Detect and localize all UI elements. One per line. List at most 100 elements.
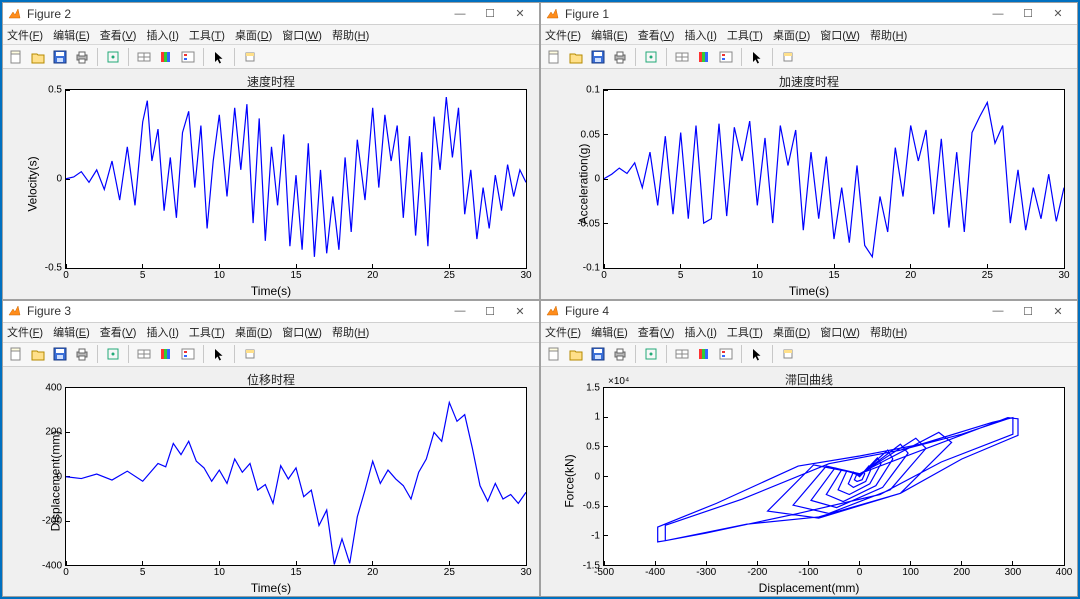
menu-item[interactable]: 文件(F) [7, 324, 43, 340]
brush-icon[interactable] [240, 47, 260, 67]
new-icon[interactable] [544, 344, 564, 364]
legend-icon[interactable] [178, 344, 198, 364]
y-tick-label: 0.5 [48, 85, 66, 96]
menu-item[interactable]: 编辑(E) [591, 27, 628, 43]
menu-item[interactable]: 编辑(E) [591, 324, 628, 340]
colorbar-icon[interactable] [156, 47, 176, 67]
new-icon[interactable] [6, 47, 26, 67]
menubar: 文件(F) 编辑(E) 查看(V) 插入(I) 工具(T) 桌面(D) 窗口(W) 帮助(H) [3, 323, 539, 343]
menu-item[interactable]: 桌面(D) [235, 324, 272, 340]
menu-item[interactable]: 查看(V) [100, 27, 137, 43]
data-link-icon[interactable] [672, 47, 692, 67]
menu-item[interactable]: 编辑(E) [53, 27, 90, 43]
open-icon[interactable] [28, 344, 48, 364]
x-axis-label: Time(s) [3, 581, 539, 595]
print-icon[interactable] [72, 47, 92, 67]
menu-item[interactable]: 桌面(D) [773, 324, 810, 340]
axes[interactable]: -1.5-1-0.500.511.5-500-400-300-200-10001… [603, 387, 1065, 567]
x-tick-label: 15 [290, 268, 301, 281]
menu-item[interactable]: 工具(T) [189, 324, 225, 340]
x-tick-label: -400 [645, 565, 665, 578]
print-icon[interactable] [610, 47, 630, 67]
brush-icon[interactable] [778, 344, 798, 364]
brush-icon[interactable] [778, 47, 798, 67]
open-icon[interactable] [566, 47, 586, 67]
maximize-button[interactable]: ☐ [475, 302, 505, 320]
pointer-icon[interactable] [209, 47, 229, 67]
new-icon[interactable] [544, 47, 564, 67]
legend-icon[interactable] [716, 344, 736, 364]
menu-item[interactable]: 编辑(E) [53, 324, 90, 340]
maximize-button[interactable]: ☐ [1013, 302, 1043, 320]
y-tick-label: 0.1 [586, 85, 604, 96]
close-button[interactable]: ✕ [505, 5, 535, 23]
save-icon[interactable] [588, 344, 608, 364]
close-button[interactable]: ✕ [505, 302, 535, 320]
menu-item[interactable]: 桌面(D) [235, 27, 272, 43]
close-button[interactable]: ✕ [1043, 5, 1073, 23]
menu-item[interactable]: 帮助(H) [332, 324, 369, 340]
minimize-button[interactable]: — [445, 5, 475, 23]
menu-item[interactable]: 文件(F) [7, 27, 43, 43]
menu-item[interactable]: 文件(F) [545, 27, 581, 43]
x-tick-label: 200 [953, 565, 970, 578]
colorbar-icon[interactable] [694, 344, 714, 364]
menu-item[interactable]: 查看(V) [100, 324, 137, 340]
minimize-button[interactable]: — [983, 5, 1013, 23]
data-cursor-icon[interactable] [103, 344, 123, 364]
menu-item[interactable]: 工具(T) [727, 27, 763, 43]
open-icon[interactable] [566, 344, 586, 364]
data-link-icon[interactable] [672, 344, 692, 364]
legend-icon[interactable] [716, 47, 736, 67]
plot-area: 速度时程Velocity(s)Time(s)-0.500.50510152025… [3, 69, 539, 299]
data-cursor-icon[interactable] [641, 47, 661, 67]
pointer-icon[interactable] [747, 344, 767, 364]
save-icon[interactable] [50, 47, 70, 67]
data-cursor-icon[interactable] [641, 344, 661, 364]
menu-item[interactable]: 查看(V) [638, 27, 675, 43]
menu-item[interactable]: 桌面(D) [773, 27, 810, 43]
menu-item[interactable]: 插入(I) [146, 27, 178, 43]
data-link-icon[interactable] [134, 344, 154, 364]
close-button[interactable]: ✕ [1043, 302, 1073, 320]
new-icon[interactable] [6, 344, 26, 364]
menu-item[interactable]: 插入(I) [684, 27, 716, 43]
menu-item[interactable]: 窗口(W) [282, 27, 322, 43]
minimize-button[interactable]: — [445, 302, 475, 320]
axes[interactable]: -0.500.5051015202530 [65, 89, 527, 269]
print-icon[interactable] [610, 344, 630, 364]
menu-item[interactable]: 工具(T) [189, 27, 225, 43]
menu-item[interactable]: 窗口(W) [282, 324, 322, 340]
x-tick-label: 5 [140, 565, 146, 578]
data-cursor-icon[interactable] [103, 47, 123, 67]
menu-item[interactable]: 插入(I) [684, 324, 716, 340]
colorbar-icon[interactable] [694, 47, 714, 67]
menu-item[interactable]: 帮助(H) [870, 27, 907, 43]
menu-item[interactable]: 工具(T) [727, 324, 763, 340]
save-icon[interactable] [588, 47, 608, 67]
menu-item[interactable]: 窗口(W) [820, 324, 860, 340]
minimize-button[interactable]: — [983, 302, 1013, 320]
print-icon[interactable] [72, 344, 92, 364]
menu-item[interactable]: 文件(F) [545, 324, 581, 340]
maximize-button[interactable]: ☐ [1013, 5, 1043, 23]
maximize-button[interactable]: ☐ [475, 5, 505, 23]
menu-item[interactable]: 插入(I) [146, 324, 178, 340]
open-icon[interactable] [28, 47, 48, 67]
axes[interactable]: -0.1-0.0500.050.1051015202530 [603, 89, 1065, 269]
brush-icon[interactable] [240, 344, 260, 364]
axes[interactable]: -400-2000200400051015202530 [65, 387, 527, 567]
pointer-icon[interactable] [747, 47, 767, 67]
pointer-icon[interactable] [209, 344, 229, 364]
data-link-icon[interactable] [134, 47, 154, 67]
menu-item[interactable]: 帮助(H) [870, 324, 907, 340]
matlab-icon [7, 304, 21, 318]
colorbar-icon[interactable] [156, 344, 176, 364]
legend-icon[interactable] [178, 47, 198, 67]
plot-title: 速度时程 [3, 73, 539, 90]
toolbar-separator [234, 345, 235, 363]
save-icon[interactable] [50, 344, 70, 364]
menu-item[interactable]: 帮助(H) [332, 27, 369, 43]
menu-item[interactable]: 窗口(W) [820, 27, 860, 43]
menu-item[interactable]: 查看(V) [638, 324, 675, 340]
